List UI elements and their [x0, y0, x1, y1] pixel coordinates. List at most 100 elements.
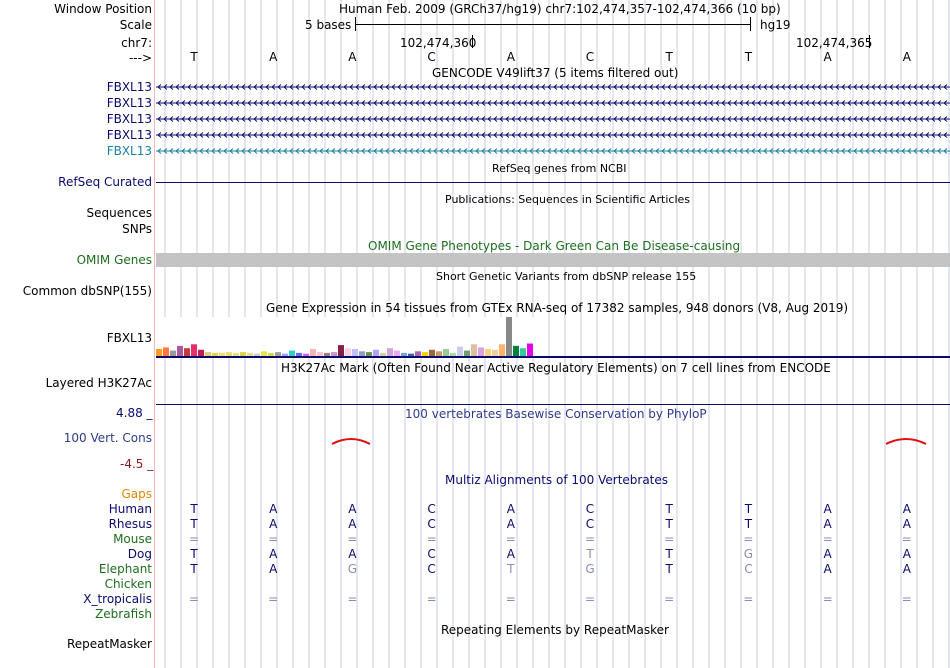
gencode-transcript[interactable]	[156, 100, 950, 106]
repeatmasker-label[interactable]: RepeatMasker	[66, 637, 152, 651]
gtex-bar[interactable]	[191, 344, 197, 356]
gtex-bar[interactable]	[387, 348, 393, 356]
species-label[interactable]: Human	[108, 502, 152, 516]
dbsnp-label[interactable]: Common dbSNP(155)	[22, 284, 152, 298]
gtex-bar[interactable]	[408, 353, 414, 356]
gtex-bar[interactable]	[380, 352, 386, 356]
gtex-bar[interactable]	[527, 343, 533, 356]
alignment-base: C	[744, 562, 753, 576]
gtex-bar[interactable]	[366, 352, 372, 356]
publications-track-title[interactable]: Publications: Sequences in Scientific Ar…	[445, 193, 690, 206]
gtex-bar[interactable]	[520, 348, 526, 356]
gtex-bar[interactable]	[478, 347, 484, 356]
gtex-bar[interactable]	[457, 346, 463, 356]
species-label[interactable]: Zebrafish	[95, 607, 152, 621]
species-label[interactable]: X_tropicalis	[83, 592, 152, 606]
refseq-line[interactable]	[156, 182, 950, 183]
strand-arrow	[517, 100, 522, 106]
gtex-bar-chart[interactable]	[156, 316, 536, 356]
gtex-track-title[interactable]: Gene Expression in 54 tissues from GTEx …	[266, 301, 849, 315]
gtex-bar[interactable]	[450, 352, 456, 356]
gtex-bar[interactable]	[464, 350, 470, 356]
omim-feature-bar[interactable]	[156, 253, 950, 267]
gaps-label[interactable]: Gaps	[121, 487, 152, 501]
gtex-bar[interactable]	[352, 348, 358, 356]
gtex-bar[interactable]	[415, 351, 421, 356]
gencode-item-label[interactable]: FBXL13	[106, 96, 152, 110]
gtex-label[interactable]: FBXL13	[106, 331, 152, 345]
sequences-label[interactable]: Sequences	[86, 206, 152, 220]
gtex-bar[interactable]	[345, 348, 351, 356]
gtex-bar[interactable]	[240, 352, 246, 356]
gencode-transcript[interactable]	[156, 148, 950, 154]
gtex-bar[interactable]	[282, 353, 288, 356]
gtex-bar[interactable]	[436, 351, 442, 356]
multiz-track-title[interactable]: Multiz Alignments of 100 Vertebrates	[445, 473, 669, 487]
gtex-bar[interactable]	[289, 350, 295, 356]
gtex-bar[interactable]	[219, 352, 225, 356]
gtex-bar[interactable]	[177, 345, 183, 356]
gtex-bar[interactable]	[513, 345, 519, 356]
gtex-bar[interactable]	[338, 345, 344, 356]
snps-label[interactable]: SNPs	[122, 222, 152, 236]
dbsnp-track-title[interactable]: Short Genetic Variants from dbSNP releas…	[436, 270, 697, 283]
refseq-label[interactable]: RefSeq Curated	[58, 175, 152, 189]
omim-track-title[interactable]: OMIM Gene Phenotypes - Dark Green Can Be…	[368, 239, 741, 253]
gencode-transcripts[interactable]	[156, 80, 950, 160]
gtex-bar[interactable]	[443, 348, 449, 356]
phylop-track-title[interactable]: 100 vertebrates Basewise Conservation by…	[405, 407, 707, 421]
gtex-bar[interactable]	[247, 352, 253, 356]
species-label[interactable]: Chicken	[104, 577, 152, 591]
gtex-bar[interactable]	[233, 352, 239, 356]
gtex-bar[interactable]	[268, 352, 274, 356]
gtex-bar[interactable]	[212, 352, 218, 356]
gtex-bar[interactable]	[471, 344, 477, 356]
species-label[interactable]: Mouse	[113, 532, 152, 546]
gtex-bar[interactable]	[198, 349, 204, 356]
gtex-bar[interactable]	[170, 350, 176, 356]
gtex-bar[interactable]	[324, 352, 330, 356]
gtex-bar[interactable]	[184, 348, 190, 356]
gtex-bar[interactable]	[296, 352, 302, 356]
species-label[interactable]: Elephant	[98, 562, 152, 576]
gtex-bar[interactable]	[499, 344, 505, 356]
gtex-bar[interactable]	[429, 349, 435, 356]
gtex-bar[interactable]	[163, 347, 169, 356]
gtex-bar[interactable]	[401, 352, 407, 356]
gencode-item-label[interactable]: FBXL13	[106, 112, 152, 126]
refseq-track-title[interactable]: RefSeq genes from NCBI	[492, 162, 627, 175]
gtex-bar[interactable]	[422, 352, 428, 356]
h3k27ac-label[interactable]: Layered H3K27Ac	[45, 376, 152, 390]
gtex-bar[interactable]	[331, 352, 337, 356]
gtex-bar[interactable]	[275, 352, 281, 356]
gtex-bar[interactable]	[205, 352, 211, 356]
gencode-track-title[interactable]: GENCODE V49lift37 (5 items filtered out)	[432, 66, 679, 80]
gtex-bar[interactable]	[492, 349, 498, 356]
gencode-item-label[interactable]: FBXL13	[106, 128, 152, 142]
gencode-transcript[interactable]	[156, 116, 950, 122]
gtex-bar[interactable]	[310, 348, 316, 356]
gtex-bar[interactable]	[254, 353, 260, 356]
gtex-bar[interactable]	[485, 348, 491, 356]
h3k27ac-track-title[interactable]: H3K27Ac Mark (Often Found Near Active Re…	[281, 361, 831, 375]
phylop-label[interactable]: 100 Vert. Cons	[63, 431, 152, 445]
phylop-peaks[interactable]	[156, 430, 950, 450]
gencode-transcript[interactable]	[156, 84, 950, 90]
gtex-bar[interactable]	[261, 351, 267, 356]
species-label[interactable]: Dog	[127, 547, 152, 561]
repeatmasker-track-title[interactable]: Repeating Elements by RepeatMasker	[441, 623, 669, 637]
omim-label[interactable]: OMIM Genes	[76, 253, 152, 267]
gtex-bar[interactable]	[156, 348, 162, 356]
gtex-bar[interactable]	[226, 352, 232, 356]
gtex-bar[interactable]	[317, 352, 323, 356]
species-label[interactable]: Rhesus	[108, 517, 152, 531]
alignment-base: T	[665, 547, 673, 561]
gtex-bar[interactable]	[359, 351, 365, 356]
gencode-item-label[interactable]: FBXL13	[106, 80, 152, 94]
gtex-bar[interactable]	[303, 353, 309, 356]
gtex-bar[interactable]	[373, 349, 379, 356]
gtex-bar[interactable]	[394, 350, 400, 356]
gtex-bar[interactable]	[506, 317, 512, 356]
gencode-transcript[interactable]	[156, 132, 950, 138]
gencode-item-label[interactable]: FBXL13	[106, 144, 152, 158]
